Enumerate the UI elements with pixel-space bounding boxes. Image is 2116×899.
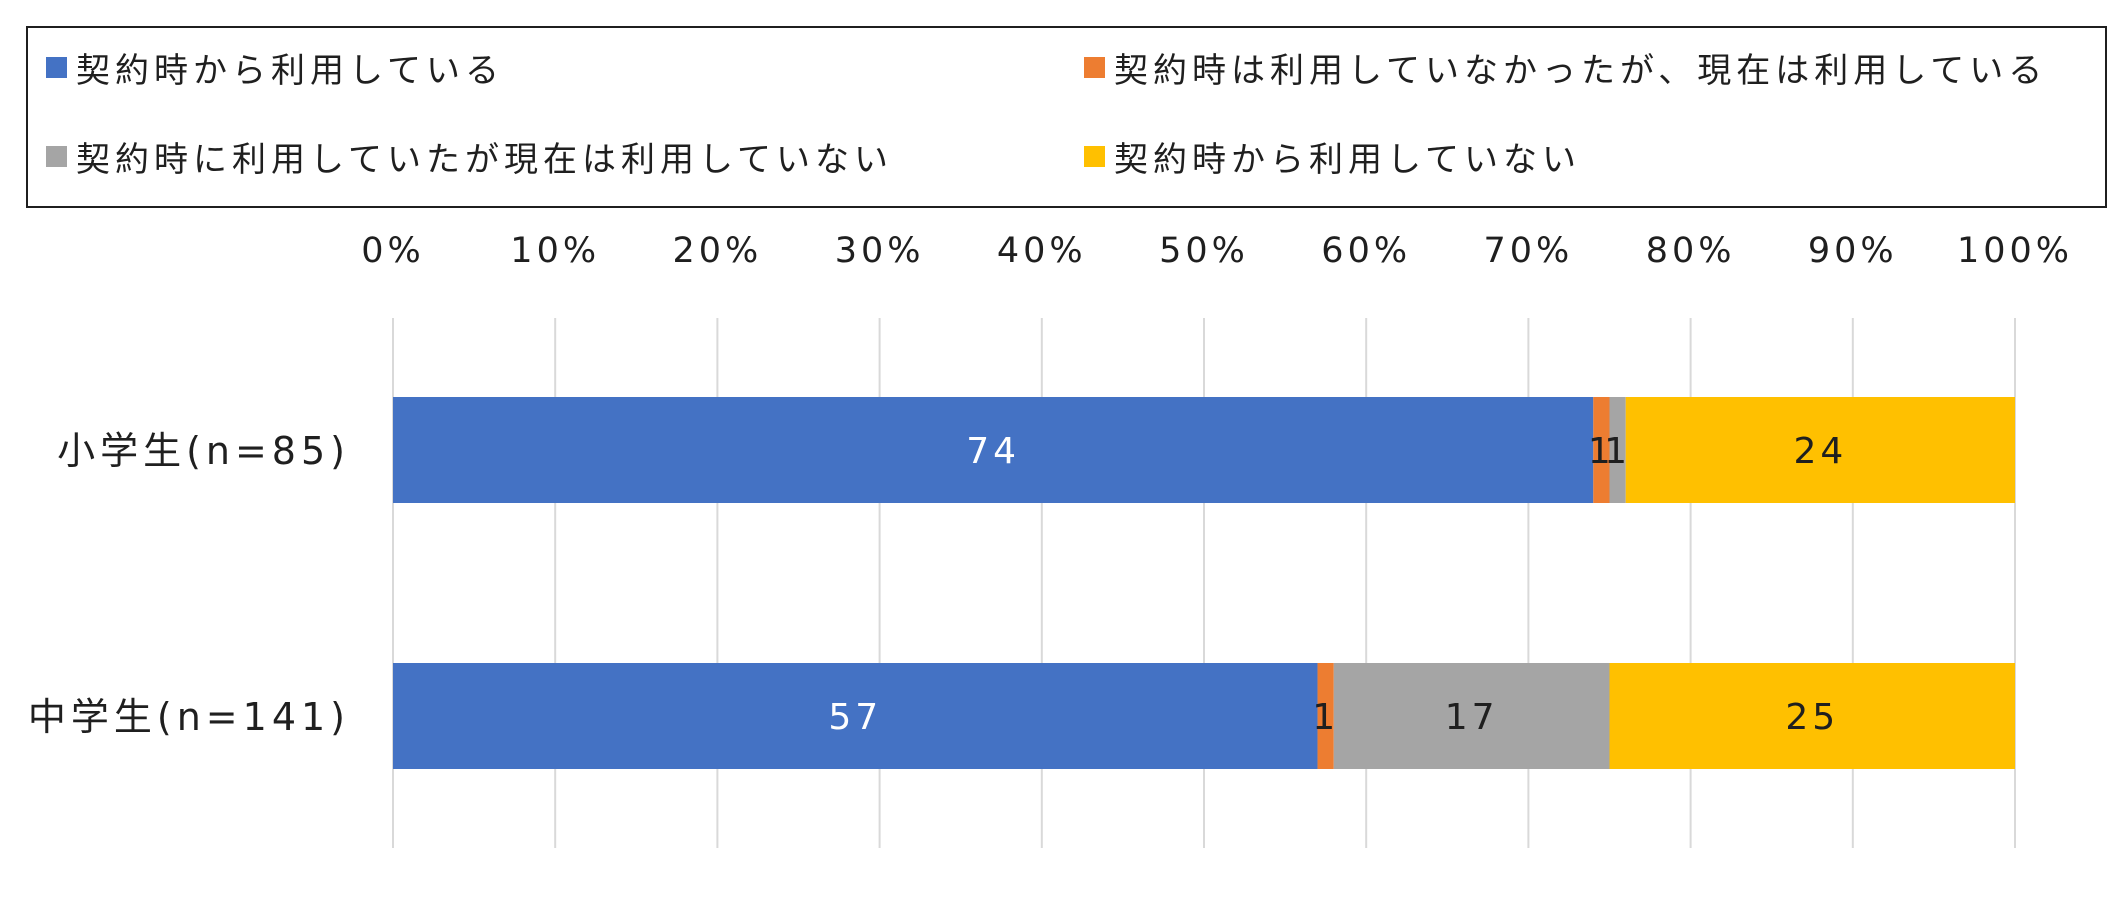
bar-segment [1317,663,1334,769]
legend-label: 契約時から利用している [76,51,504,91]
legend-frame [26,26,2107,208]
x-axis-ticks: 0% 10% 20% 30% 40% 50% 60% 70% 80% 90% 100% [361,231,2073,271]
bar-segment [1593,397,1610,503]
bar-segment [393,397,1594,503]
data-label: 1 [1588,431,1615,472]
category-label: 小学生(n=85) [57,429,350,473]
x-tick-label: 80% [1646,231,1736,271]
bar-segment [1625,397,2015,503]
legend-swatch [1084,57,1105,78]
data-label: 24 [1793,431,1847,472]
legend-swatch [46,146,67,167]
x-tick-label: 0% [361,231,425,271]
x-tick-label: 40% [997,231,1087,271]
bar-segment [1609,397,1626,503]
legend-label: 契約時から利用していない [1114,140,1581,180]
x-tick-label: 100% [1957,231,2073,271]
legend-swatch [1084,146,1105,167]
data-label: 57 [828,697,882,738]
y-axis-categories: 小学生(n=85) 中学生(n=141) [28,429,350,739]
x-tick-label: 30% [835,231,925,271]
x-tick-label: 70% [1484,231,1574,271]
data-label: 1 [1312,697,1339,738]
x-tick-label: 90% [1808,231,1898,271]
legend-swatch [46,57,67,78]
bar-segment [1609,663,2015,769]
x-tick-label: 10% [510,231,600,271]
data-label: 25 [1785,697,1839,738]
data-label: 17 [1445,697,1499,738]
legend-label: 契約時に利用していたが現在は利用していない [76,140,893,180]
x-tick-label: 60% [1321,231,1411,271]
x-tick-label: 50% [1159,231,1249,271]
data-label: 74 [966,431,1020,472]
legend-label: 契約時は利用していなかったが、現在は利用している [1114,51,2047,91]
data-label: 1 [1604,431,1631,472]
bar-segment [393,663,1318,769]
bar-segment [1333,663,1610,769]
category-label: 中学生(n=141) [28,695,350,739]
x-tick-label: 20% [673,231,763,271]
legend: 契約時から利用している 契約時は利用していなかったが、現在は利用している契約時に利… [26,26,2107,208]
